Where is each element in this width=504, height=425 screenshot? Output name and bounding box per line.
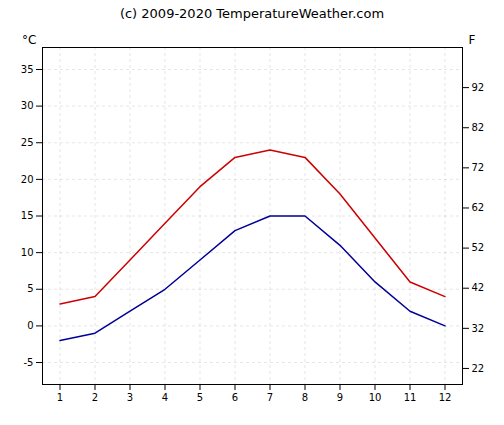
- svg-text:5: 5: [27, 283, 33, 294]
- svg-text:10: 10: [21, 247, 34, 258]
- svg-text:°C: °C: [22, 33, 36, 47]
- svg-text:7: 7: [267, 392, 273, 403]
- svg-text:6: 6: [232, 392, 238, 403]
- svg-text:92: 92: [472, 82, 485, 93]
- svg-text:35: 35: [21, 64, 34, 75]
- svg-text:22: 22: [472, 363, 485, 374]
- svg-text:0: 0: [27, 320, 33, 331]
- svg-text:1: 1: [57, 392, 63, 403]
- svg-text:5: 5: [197, 392, 203, 403]
- svg-text:72: 72: [472, 162, 485, 173]
- svg-text:12: 12: [439, 392, 452, 403]
- svg-text:9: 9: [337, 392, 343, 403]
- svg-text:2: 2: [92, 392, 98, 403]
- svg-text:20: 20: [21, 174, 34, 185]
- svg-text:4: 4: [162, 392, 168, 403]
- svg-text:32: 32: [472, 323, 485, 334]
- svg-text:8: 8: [302, 392, 308, 403]
- svg-text:62: 62: [472, 202, 485, 213]
- svg-text:42: 42: [472, 282, 485, 293]
- svg-text:11: 11: [404, 392, 417, 403]
- svg-text:82: 82: [472, 122, 485, 133]
- svg-text:30: 30: [21, 100, 34, 111]
- svg-text:F: F: [469, 33, 476, 47]
- svg-text:10: 10: [369, 392, 382, 403]
- svg-text:25: 25: [21, 137, 34, 148]
- svg-text:15: 15: [21, 210, 34, 221]
- svg-text:3: 3: [127, 392, 133, 403]
- svg-text:-5: -5: [24, 357, 34, 368]
- html-text:(c) 2009-2020 TemperatureWeath: (c) 2009-2020 TemperatureWeather.com: [119, 6, 385, 21]
- svg-text:52: 52: [472, 242, 485, 253]
